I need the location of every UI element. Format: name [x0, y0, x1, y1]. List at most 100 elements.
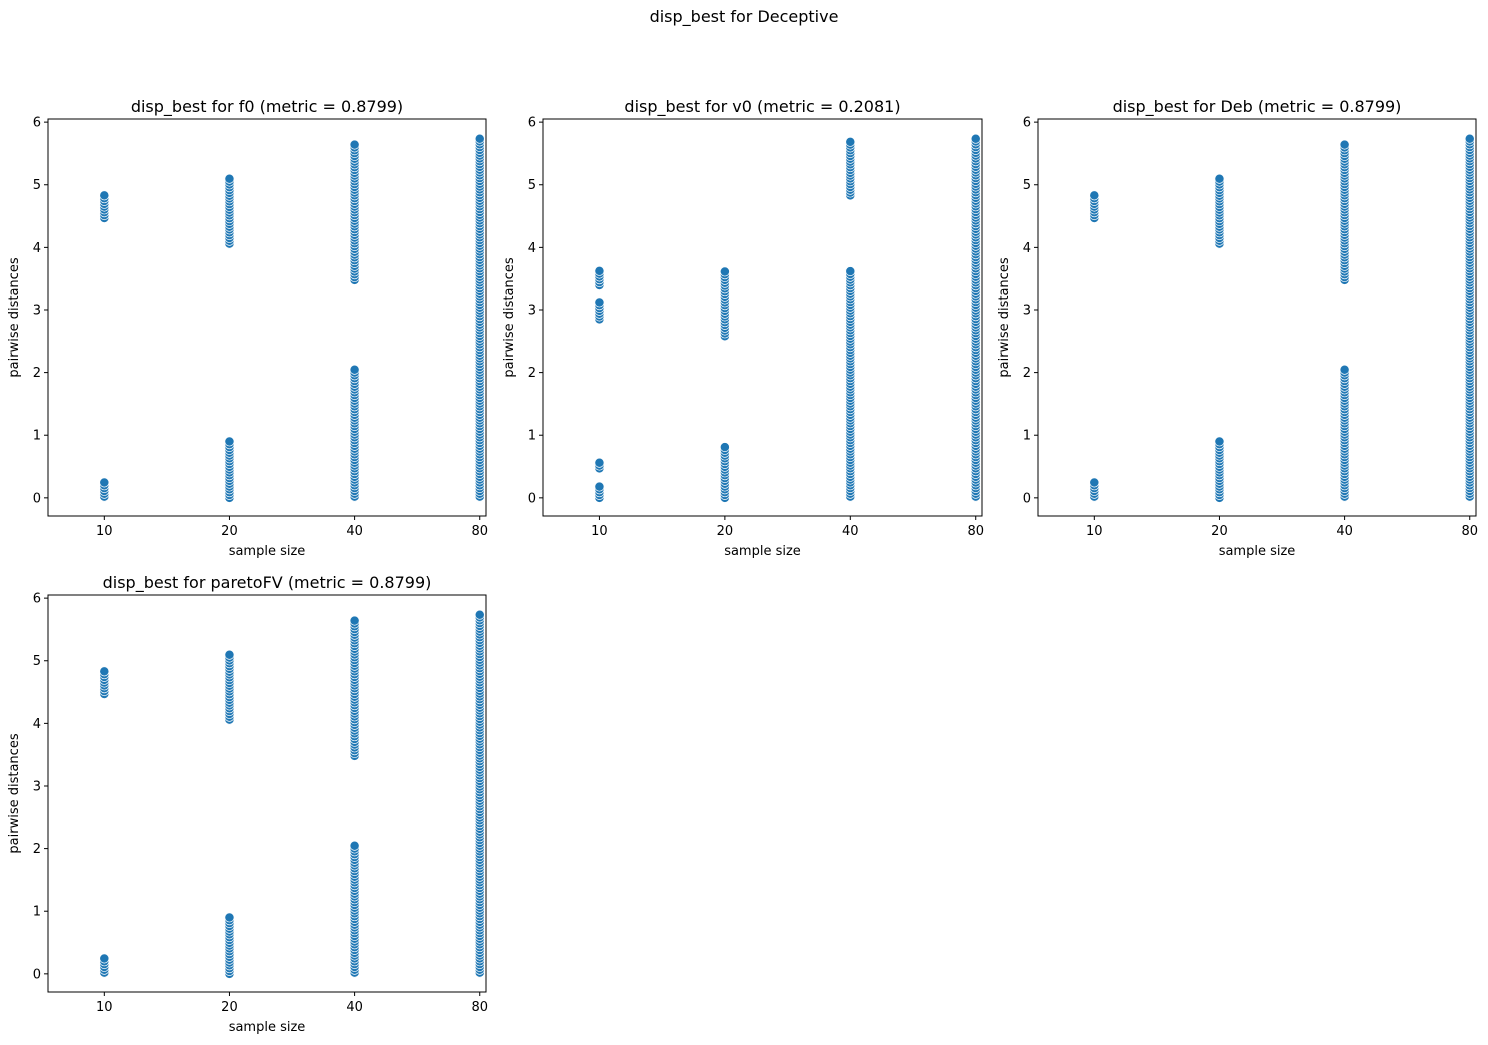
y-tick-label: 2	[33, 366, 41, 381]
axes-frame	[47, 594, 487, 993]
scatter-points	[594, 133, 981, 503]
x-tick-label: 20	[221, 524, 238, 539]
x-tick-label: 10	[96, 1000, 113, 1015]
y-tick-label: 6	[33, 116, 41, 131]
scatter-points	[1089, 133, 1475, 503]
y-tick-label: 5	[33, 178, 41, 193]
subplot-2: disp_best for Deb (metric = 0.8799) 0 1 2 3 4…	[997, 97, 1478, 559]
y-tick-label: 6	[33, 592, 41, 607]
y-tick-label: 5	[528, 178, 536, 193]
x-axis-label: sample size	[1219, 544, 1296, 559]
scatter-point	[1214, 436, 1225, 447]
scatter-point	[594, 481, 605, 492]
scatter-point	[224, 173, 235, 184]
x-axis-label: sample size	[229, 1020, 306, 1035]
scatter-point	[349, 139, 360, 150]
subplot-title: disp_best for f0 (metric = 0.8799)	[131, 97, 403, 117]
y-tick-label: 1	[1023, 429, 1031, 444]
scatter-point	[349, 364, 360, 375]
y-tick-label: 2	[528, 366, 536, 381]
x-tick-label: 40	[346, 1000, 363, 1015]
y-tick-label: 3	[528, 303, 536, 318]
scatter-points	[99, 133, 485, 503]
x-tick-label: 40	[1336, 524, 1353, 539]
x-tick-label: 80	[967, 524, 984, 539]
scatter-point	[474, 609, 485, 620]
subplot-1: disp_best for v0 (metric = 0.2081) 0 1 2 3 4 5…	[502, 97, 984, 559]
x-tick-label: 20	[717, 524, 734, 539]
x-axis-label: sample size	[724, 544, 801, 559]
x-tick-label: 10	[96, 524, 113, 539]
x-tick-label: 80	[471, 524, 488, 539]
scatter-point	[845, 136, 856, 147]
x-tick-label: 40	[842, 524, 859, 539]
x-tick-label: 10	[1086, 524, 1103, 539]
y-tick-label: 3	[33, 779, 41, 794]
x-tick-label: 20	[1211, 524, 1228, 539]
subplot-title: disp_best for paretoFV (metric = 0.8799)	[103, 573, 432, 593]
y-tick-label: 1	[528, 429, 536, 444]
x-tick-label: 20	[221, 1000, 238, 1015]
y-tick-label: 1	[33, 905, 41, 920]
scatter-point	[349, 615, 360, 626]
y-tick-label: 0	[33, 491, 41, 506]
axes-frame	[542, 118, 983, 517]
y-tick-label: 3	[33, 303, 41, 318]
x-tick-label: 80	[1461, 524, 1478, 539]
scatter-point	[1089, 190, 1100, 201]
y-tick-label: 6	[528, 116, 536, 131]
scatter-point	[594, 297, 605, 308]
y-tick-label: 4	[528, 241, 536, 256]
y-tick-label: 0	[33, 967, 41, 982]
scatter-point	[1464, 133, 1475, 144]
scatter-point	[99, 477, 110, 488]
y-tick-label: 4	[1023, 241, 1031, 256]
subplot-title: disp_best for v0 (metric = 0.2081)	[624, 97, 900, 117]
y-tick-label: 5	[1023, 178, 1031, 193]
y-tick-label: 5	[33, 654, 41, 669]
y-tick-label: 3	[1023, 303, 1031, 318]
scatter-point	[99, 666, 110, 677]
x-tick-label: 10	[591, 524, 608, 539]
y-axis-label: pairwise distances	[7, 733, 22, 853]
axes-frame	[47, 118, 487, 517]
scatter-point	[719, 442, 730, 453]
y-axis-label: pairwise distances	[502, 257, 517, 377]
subplot-0: disp_best for f0 (metric = 0.8799) 0 1 2 3 4 5…	[7, 97, 488, 559]
y-tick-label: 1	[33, 429, 41, 444]
scatter-point	[594, 265, 605, 276]
x-axis-label: sample size	[229, 544, 306, 559]
subplot-3: disp_best for paretoFV (metric = 0.8799)…	[7, 573, 488, 1035]
y-tick-label: 0	[528, 491, 536, 506]
subplot-title: disp_best for Deb (metric = 0.8799)	[1113, 97, 1402, 117]
x-tick-label: 80	[471, 1000, 488, 1015]
scatter-point	[349, 840, 360, 851]
axes-frame	[1037, 118, 1477, 517]
scatter-points	[99, 609, 485, 979]
y-tick-label: 2	[1023, 366, 1031, 381]
scatter-point	[224, 912, 235, 923]
scatter-point	[1089, 477, 1100, 488]
scatter-point	[970, 133, 981, 144]
figure-suptitle: disp_best for Deceptive	[649, 7, 839, 26]
y-tick-label: 4	[33, 717, 41, 732]
y-axis-label: pairwise distances	[997, 257, 1012, 377]
y-tick-label: 4	[33, 241, 41, 256]
scatter-point	[474, 133, 485, 144]
scatter-point	[1339, 139, 1350, 150]
scatter-point	[99, 953, 110, 964]
scatter-point	[99, 190, 110, 201]
y-tick-label: 0	[1023, 491, 1031, 506]
scatter-point	[845, 266, 856, 277]
scatter-point	[594, 457, 605, 468]
scatter-point	[224, 649, 235, 660]
x-tick-label: 40	[346, 524, 363, 539]
y-axis-label: pairwise distances	[7, 257, 22, 377]
scatter-point	[224, 436, 235, 447]
scatter-point	[719, 266, 730, 277]
scatter-point	[1339, 364, 1350, 375]
y-tick-label: 2	[33, 842, 41, 857]
scatter-point	[1214, 173, 1225, 184]
y-tick-label: 6	[1023, 116, 1031, 131]
